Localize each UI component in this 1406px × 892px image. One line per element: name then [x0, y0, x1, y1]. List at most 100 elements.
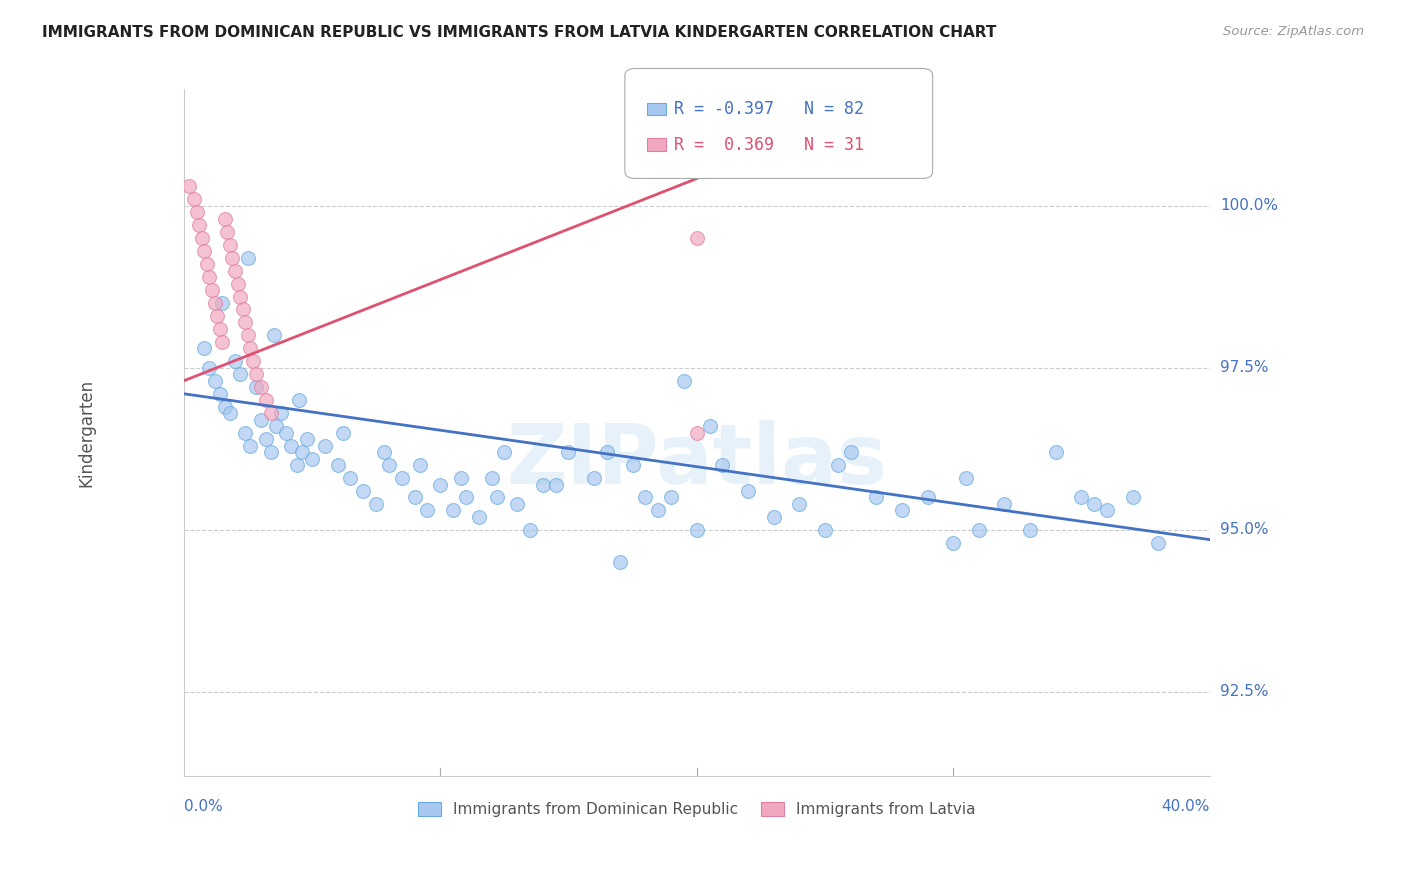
FancyBboxPatch shape — [647, 138, 666, 151]
Point — [217, 225, 239, 239]
Point — [195, 257, 218, 271]
Point — [519, 523, 541, 537]
Point — [1045, 445, 1067, 459]
Point — [827, 458, 849, 472]
Point — [494, 445, 516, 459]
Point — [263, 328, 285, 343]
FancyBboxPatch shape — [647, 103, 666, 115]
Point — [583, 471, 606, 485]
Text: 100.0%: 100.0% — [1220, 198, 1278, 213]
Text: 97.5%: 97.5% — [1220, 360, 1268, 376]
Point — [214, 400, 236, 414]
Point — [378, 458, 401, 472]
Text: Source: ZipAtlas.com: Source: ZipAtlas.com — [1223, 25, 1364, 38]
Point — [531, 477, 554, 491]
Point — [544, 477, 567, 491]
Point — [332, 425, 354, 440]
Point — [762, 509, 785, 524]
Point — [288, 393, 311, 408]
Point — [188, 219, 211, 233]
Point — [699, 419, 721, 434]
Point — [404, 491, 426, 505]
Point — [249, 380, 271, 394]
Point — [208, 322, 231, 336]
Text: 40.0%: 40.0% — [1161, 799, 1209, 814]
Point — [204, 374, 226, 388]
Point — [1095, 503, 1118, 517]
Point — [596, 445, 619, 459]
Point — [686, 425, 709, 440]
Point — [226, 277, 249, 291]
Point — [352, 483, 374, 498]
Text: ZIPatlas: ZIPatlas — [506, 419, 887, 500]
Point — [214, 211, 236, 226]
Point — [454, 491, 477, 505]
Point — [295, 432, 318, 446]
Point — [204, 296, 226, 310]
Point — [366, 497, 388, 511]
Point — [208, 386, 231, 401]
Point — [276, 425, 298, 440]
Point — [229, 368, 252, 382]
Point — [224, 354, 246, 368]
Point — [711, 458, 734, 472]
Point — [314, 439, 336, 453]
Point — [219, 237, 242, 252]
Point — [245, 368, 267, 382]
Point — [1147, 536, 1170, 550]
Point — [672, 374, 695, 388]
Point — [260, 406, 283, 420]
Point — [839, 445, 862, 459]
Point — [557, 445, 579, 459]
Point — [193, 342, 215, 356]
Text: 95.0%: 95.0% — [1220, 523, 1268, 537]
Point — [245, 380, 267, 394]
Point — [205, 309, 228, 323]
Text: 92.5%: 92.5% — [1220, 684, 1268, 699]
Point — [285, 458, 308, 472]
Point — [686, 523, 709, 537]
Point — [429, 477, 451, 491]
Point — [967, 523, 990, 537]
Point — [280, 439, 302, 453]
Point — [291, 445, 314, 459]
Point — [647, 503, 669, 517]
Point — [506, 497, 529, 511]
Point — [659, 491, 682, 505]
Point — [485, 491, 508, 505]
Text: R = -0.397   N = 82: R = -0.397 N = 82 — [673, 100, 865, 118]
Point — [787, 497, 810, 511]
Point — [264, 419, 287, 434]
Point — [1019, 523, 1042, 537]
Point — [917, 491, 939, 505]
Point — [634, 491, 657, 505]
Point — [326, 458, 349, 472]
Point — [621, 458, 644, 472]
Point — [260, 445, 283, 459]
Point — [1070, 491, 1092, 505]
Point — [190, 231, 212, 245]
Point — [737, 483, 759, 498]
Point — [1083, 497, 1105, 511]
Point — [219, 406, 242, 420]
Point — [339, 471, 361, 485]
Point — [198, 270, 221, 285]
Point — [942, 536, 965, 550]
Point — [236, 328, 259, 343]
Point — [409, 458, 432, 472]
Point — [183, 192, 205, 206]
Point — [242, 354, 264, 368]
Point — [373, 445, 395, 459]
FancyBboxPatch shape — [624, 69, 932, 178]
Point — [233, 425, 256, 440]
Text: Kindergarten: Kindergarten — [77, 378, 96, 487]
Point — [270, 406, 292, 420]
Text: 0.0%: 0.0% — [184, 799, 222, 814]
Text: IMMIGRANTS FROM DOMINICAN REPUBLIC VS IMMIGRANTS FROM LATVIA KINDERGARTEN CORREL: IMMIGRANTS FROM DOMINICAN REPUBLIC VS IM… — [42, 25, 997, 40]
Point — [993, 497, 1015, 511]
Point — [865, 491, 887, 505]
Point — [198, 360, 221, 375]
Point — [1122, 491, 1144, 505]
Point — [233, 316, 256, 330]
Point — [201, 283, 224, 297]
